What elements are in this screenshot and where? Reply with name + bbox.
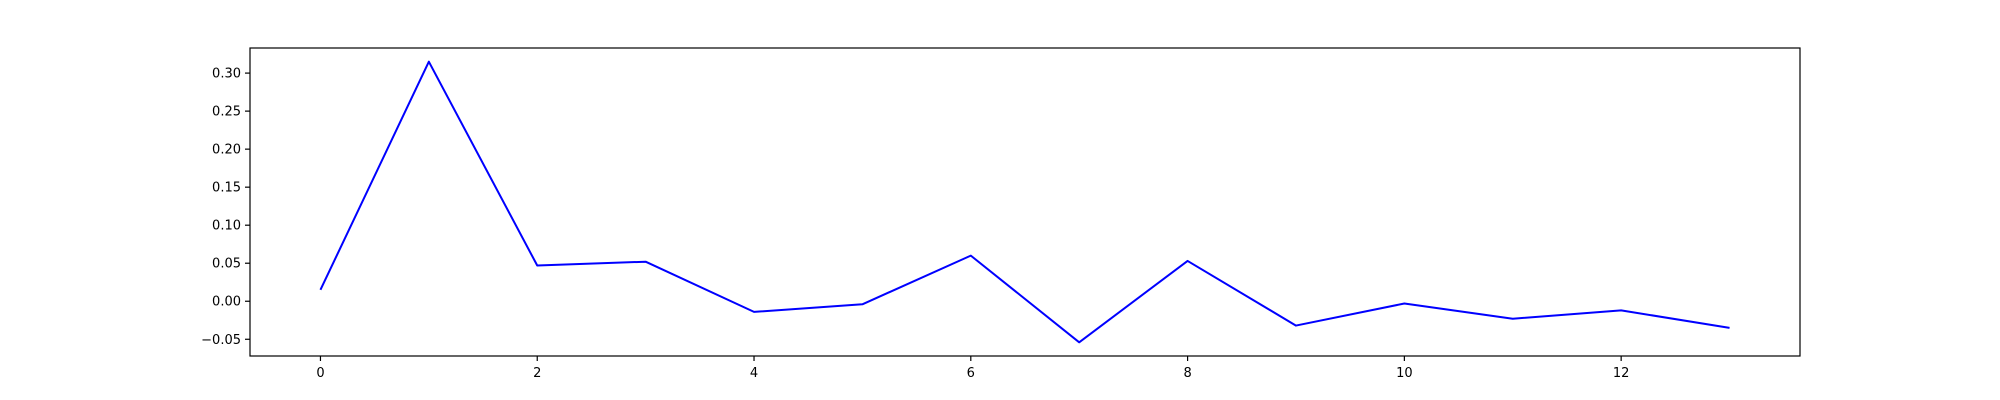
y-tick-label: 0.20 bbox=[212, 143, 241, 158]
x-tick-label: 6 bbox=[967, 366, 975, 381]
x-tick-label: 8 bbox=[1183, 366, 1191, 381]
y-tick-label: 0.10 bbox=[212, 219, 241, 234]
x-tick-label: 12 bbox=[1613, 366, 1630, 381]
x-axis: 0 2 4 6 8 10 12 bbox=[316, 356, 1629, 381]
y-tick-label: 0.25 bbox=[212, 105, 241, 120]
series-layer bbox=[319, 60, 1730, 344]
plot-area-frame bbox=[249, 47, 1801, 357]
y-tick-label: 0.30 bbox=[212, 67, 241, 82]
y-tick-label: −0.05 bbox=[201, 333, 241, 348]
series-line bbox=[319, 60, 1730, 344]
x-tick-label: 4 bbox=[750, 366, 758, 381]
y-tick-label: 0.00 bbox=[212, 295, 241, 310]
y-tick-label: 0.15 bbox=[212, 181, 241, 196]
y-axis: −0.05 0.00 0.05 0.10 0.15 0.20 0.25 0.30 bbox=[201, 67, 250, 348]
x-tick-label: 10 bbox=[1396, 366, 1413, 381]
x-tick-label: 2 bbox=[533, 366, 541, 381]
x-tick-label: 0 bbox=[316, 366, 324, 381]
y-tick-label: 0.05 bbox=[212, 257, 241, 272]
